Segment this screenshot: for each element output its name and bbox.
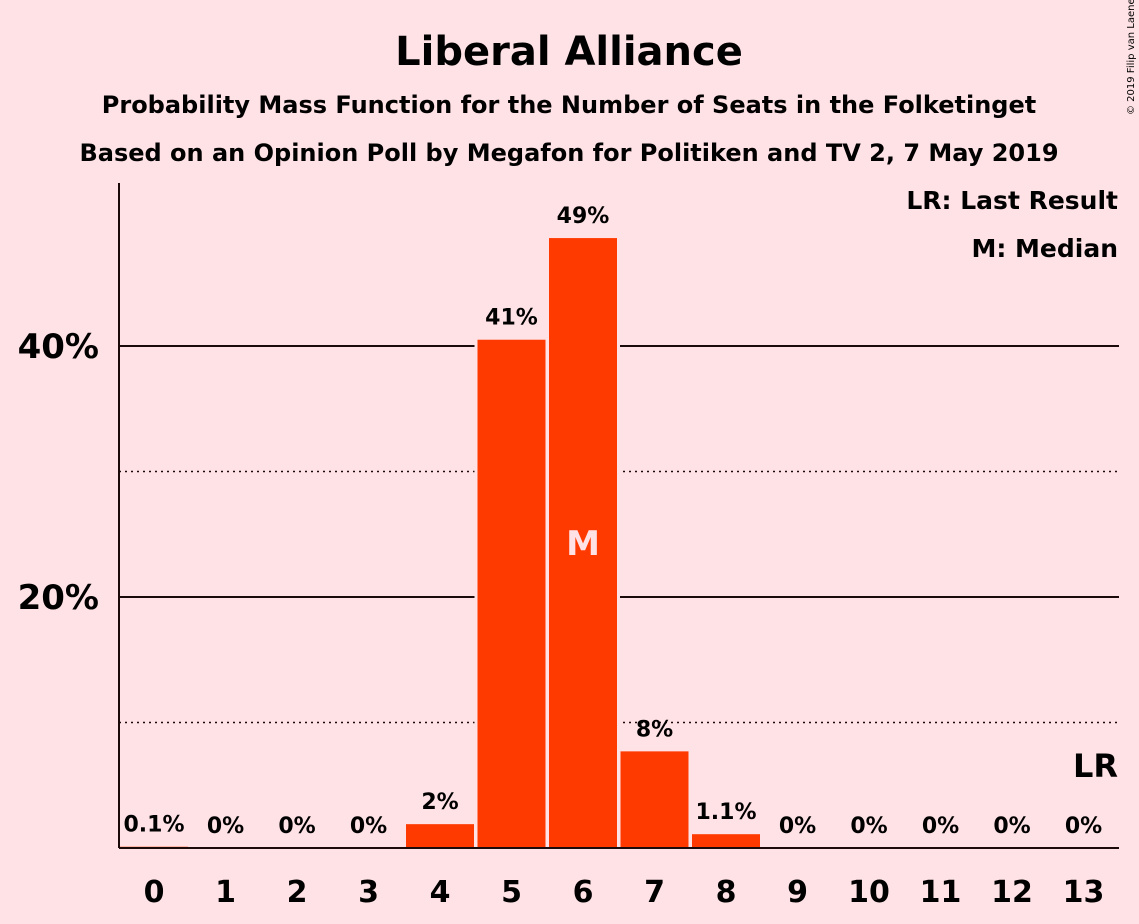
- value-label: 49%: [557, 204, 610, 229]
- bar: [477, 339, 546, 848]
- bar-gap-mask: [117, 843, 191, 848]
- axes: 20%40%0 1 2 3 4 5 6 7 8 9 10 11 12 13: [18, 183, 1119, 910]
- x-tick-label: 10: [848, 875, 890, 910]
- x-tick-label: 6: [573, 875, 594, 910]
- value-label: 0%: [278, 814, 315, 839]
- legend-last-result: LR: Last Result: [906, 186, 1118, 215]
- x-tick-label: 4: [430, 875, 451, 910]
- chart-subtitle: Probability Mass Function for the Number…: [102, 91, 1036, 119]
- value-label: 0%: [993, 814, 1030, 839]
- bars: [117, 235, 763, 848]
- x-tick-label: 1: [215, 875, 236, 910]
- value-label: 0%: [922, 814, 959, 839]
- x-tick-label: 7: [644, 875, 665, 910]
- x-tick-label: 13: [1063, 875, 1105, 910]
- x-tick-label: 0: [144, 875, 165, 910]
- bar: [406, 824, 474, 848]
- y-tick-label: 20%: [18, 578, 99, 618]
- copyright-note: © 2019 Filip van Laenen: [1126, 0, 1137, 115]
- value-label: 0%: [850, 814, 887, 839]
- value-label: 0%: [350, 814, 387, 839]
- value-label: 1.1%: [695, 800, 756, 825]
- x-tick-label: 5: [501, 875, 522, 910]
- median-marker: M: [566, 524, 600, 564]
- value-label: 0%: [779, 814, 816, 839]
- value-label: 0%: [1065, 814, 1102, 839]
- value-label: 8%: [636, 717, 673, 742]
- chart-subtitle-source: Based on an Opinion Poll by Megafon for …: [79, 139, 1058, 167]
- legend-median: M: Median: [971, 234, 1118, 263]
- y-tick-label: 40%: [18, 327, 99, 367]
- chart-title: Liberal Alliance: [395, 29, 743, 75]
- bar: [620, 751, 689, 848]
- data-labels: 0.1% 0% 0% 0% 2% 41% 49% 8% 1.1% 0% 0% 0% 0% 0% M LR: [123, 204, 1118, 839]
- value-label: 41%: [485, 306, 538, 331]
- bar: [692, 834, 760, 848]
- last-result-marker: LR: [1073, 747, 1118, 785]
- value-label: 2%: [421, 790, 458, 815]
- bar: [549, 238, 617, 848]
- x-tick-label: 12: [991, 875, 1033, 910]
- x-tick-label: 2: [287, 875, 308, 910]
- value-label: 0%: [207, 814, 244, 839]
- x-tick-label: 11: [920, 875, 962, 910]
- value-label: 0.1%: [123, 813, 184, 838]
- x-tick-label: 8: [716, 875, 737, 910]
- x-tick-label: 3: [358, 875, 379, 910]
- x-tick-label: 9: [787, 875, 808, 910]
